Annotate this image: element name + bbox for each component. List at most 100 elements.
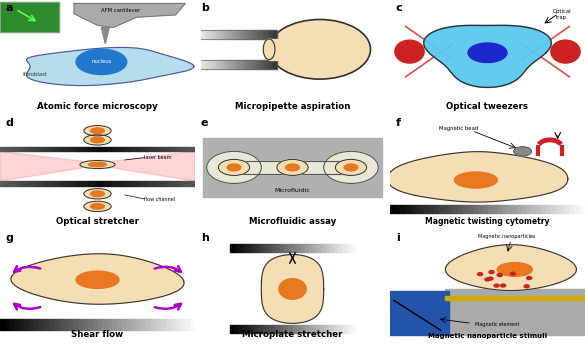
Polygon shape — [473, 205, 478, 213]
Polygon shape — [221, 60, 223, 69]
Ellipse shape — [84, 126, 111, 136]
Polygon shape — [146, 319, 151, 330]
Polygon shape — [269, 30, 272, 39]
Polygon shape — [34, 181, 39, 186]
Polygon shape — [244, 60, 246, 69]
Circle shape — [324, 151, 378, 183]
Bar — [390, 291, 449, 335]
Polygon shape — [58, 319, 63, 330]
Polygon shape — [231, 30, 234, 39]
Polygon shape — [73, 147, 78, 151]
Polygon shape — [10, 147, 15, 151]
Polygon shape — [44, 319, 49, 330]
Polygon shape — [453, 205, 458, 213]
Polygon shape — [284, 244, 288, 252]
Text: fibroblast: fibroblast — [23, 72, 47, 77]
Polygon shape — [156, 181, 161, 186]
Text: d: d — [6, 118, 13, 128]
Polygon shape — [122, 147, 127, 151]
Polygon shape — [127, 319, 132, 330]
Polygon shape — [88, 181, 92, 186]
Polygon shape — [257, 30, 259, 39]
Polygon shape — [112, 319, 117, 330]
Polygon shape — [271, 244, 276, 252]
Polygon shape — [156, 319, 161, 330]
Ellipse shape — [84, 135, 111, 145]
Polygon shape — [142, 319, 146, 330]
Polygon shape — [54, 181, 59, 186]
Text: Optical tweezers: Optical tweezers — [446, 102, 528, 111]
Polygon shape — [424, 205, 429, 213]
Polygon shape — [439, 205, 443, 213]
Text: a: a — [6, 3, 13, 13]
Polygon shape — [267, 30, 269, 39]
Polygon shape — [478, 205, 483, 213]
Polygon shape — [346, 324, 351, 333]
Ellipse shape — [285, 164, 300, 171]
Polygon shape — [216, 60, 219, 69]
Polygon shape — [211, 60, 214, 69]
Polygon shape — [410, 205, 414, 213]
Ellipse shape — [468, 43, 507, 63]
Polygon shape — [88, 147, 92, 151]
Bar — [203, 138, 382, 197]
Polygon shape — [458, 205, 463, 213]
Circle shape — [269, 20, 370, 79]
Polygon shape — [34, 147, 39, 151]
Polygon shape — [10, 319, 15, 330]
Polygon shape — [502, 205, 507, 213]
Polygon shape — [267, 60, 269, 69]
Polygon shape — [395, 205, 400, 213]
Polygon shape — [112, 147, 117, 151]
Polygon shape — [267, 244, 271, 252]
Text: Shear flow: Shear flow — [71, 331, 123, 340]
Polygon shape — [73, 181, 78, 186]
Polygon shape — [0, 319, 5, 330]
Polygon shape — [25, 147, 29, 151]
Polygon shape — [0, 147, 5, 151]
Polygon shape — [185, 147, 190, 151]
Polygon shape — [206, 30, 208, 39]
Polygon shape — [49, 319, 54, 330]
Polygon shape — [276, 324, 280, 333]
Polygon shape — [334, 244, 338, 252]
Polygon shape — [326, 244, 330, 252]
Polygon shape — [146, 181, 151, 186]
Polygon shape — [98, 147, 102, 151]
Polygon shape — [98, 319, 102, 330]
Polygon shape — [117, 181, 122, 186]
Ellipse shape — [91, 204, 104, 209]
Polygon shape — [330, 324, 334, 333]
Polygon shape — [107, 147, 112, 151]
Text: Atomic force microscopy: Atomic force microscopy — [37, 102, 158, 111]
Polygon shape — [211, 30, 214, 39]
Polygon shape — [230, 244, 234, 252]
Polygon shape — [185, 181, 190, 186]
Polygon shape — [102, 319, 107, 330]
Polygon shape — [68, 181, 73, 186]
Polygon shape — [221, 30, 223, 39]
Polygon shape — [0, 181, 5, 186]
Polygon shape — [434, 205, 439, 213]
Ellipse shape — [227, 164, 241, 171]
Polygon shape — [127, 181, 132, 186]
Polygon shape — [83, 181, 88, 186]
Polygon shape — [284, 324, 288, 333]
Polygon shape — [272, 60, 274, 69]
Text: Magnetic twisting cytometry: Magnetic twisting cytometry — [425, 217, 550, 226]
Ellipse shape — [514, 147, 531, 156]
Polygon shape — [234, 60, 236, 69]
Polygon shape — [132, 147, 136, 151]
Polygon shape — [445, 245, 576, 291]
Polygon shape — [346, 244, 351, 252]
Polygon shape — [136, 181, 142, 186]
Polygon shape — [229, 30, 231, 39]
Polygon shape — [429, 205, 434, 213]
Polygon shape — [223, 60, 226, 69]
Polygon shape — [517, 205, 522, 213]
Polygon shape — [214, 30, 216, 39]
Polygon shape — [208, 30, 211, 39]
Ellipse shape — [277, 159, 308, 175]
Polygon shape — [63, 319, 68, 330]
Polygon shape — [242, 60, 244, 69]
